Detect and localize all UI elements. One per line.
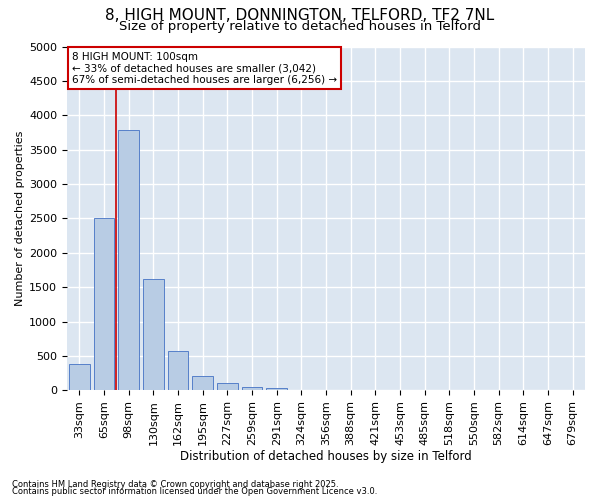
- Text: Contains HM Land Registry data © Crown copyright and database right 2025.: Contains HM Land Registry data © Crown c…: [12, 480, 338, 489]
- Bar: [266, 388, 287, 390]
- Text: 8 HIGH MOUNT: 100sqm
← 33% of detached houses are smaller (3,042)
67% of semi-de: 8 HIGH MOUNT: 100sqm ← 33% of detached h…: [72, 52, 337, 85]
- Bar: [143, 279, 164, 390]
- Y-axis label: Number of detached properties: Number of detached properties: [15, 131, 25, 306]
- Text: Size of property relative to detached houses in Telford: Size of property relative to detached ho…: [119, 20, 481, 33]
- Bar: [217, 383, 238, 390]
- Bar: [242, 386, 262, 390]
- Text: 8, HIGH MOUNT, DONNINGTON, TELFORD, TF2 7NL: 8, HIGH MOUNT, DONNINGTON, TELFORD, TF2 …: [106, 8, 494, 22]
- Bar: [118, 130, 139, 390]
- Bar: [192, 376, 213, 390]
- Bar: [167, 350, 188, 391]
- Text: Contains public sector information licensed under the Open Government Licence v3: Contains public sector information licen…: [12, 487, 377, 496]
- Bar: [94, 218, 115, 390]
- Bar: [69, 364, 90, 390]
- X-axis label: Distribution of detached houses by size in Telford: Distribution of detached houses by size …: [180, 450, 472, 462]
